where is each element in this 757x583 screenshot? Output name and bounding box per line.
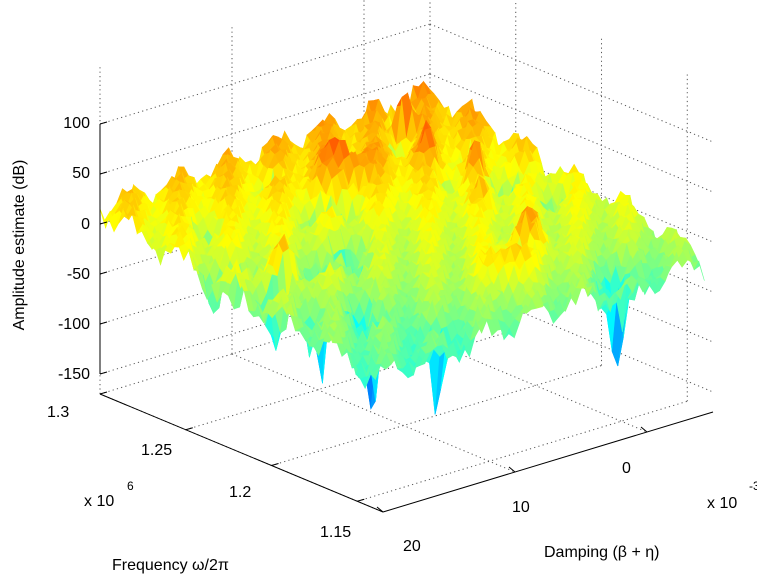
- z-tick-mark: [100, 322, 107, 324]
- surface-patch: [569, 164, 579, 173]
- z-tick-mark: [100, 272, 107, 274]
- y-exponent-label: x 10: [84, 493, 114, 510]
- z-tick-label: 50: [72, 165, 90, 182]
- z-tick-mark: [100, 122, 107, 124]
- damping-tick-mark: [509, 467, 515, 472]
- x-exponent-power: -3: [749, 479, 757, 493]
- x-tick-label: 10: [512, 499, 530, 516]
- z-tick-mark: [100, 172, 107, 174]
- z-tick-label: 100: [63, 115, 90, 132]
- z-tick-label: -50: [67, 266, 90, 283]
- z-tick-label: 0: [81, 216, 90, 233]
- z-axis-label: Amplitude estimate (dB): [11, 160, 28, 331]
- frequency-tick-mark: [186, 428, 193, 430]
- x-exponent-label: x 10: [707, 495, 737, 512]
- y-tick-label: 1.15: [320, 524, 351, 541]
- y-tick-label: 1.25: [141, 442, 172, 459]
- y-exponent-power: 6: [127, 479, 134, 493]
- gridline: [357, 401, 687, 501]
- damping-axis-line: [383, 412, 713, 512]
- chart-surface: [100, 82, 704, 415]
- y-axis-label: Frequency ω/2π: [112, 557, 229, 574]
- x-tick-label: 20: [403, 538, 421, 555]
- z-tick-mark: [100, 372, 107, 374]
- frequency-tick-mark: [272, 464, 279, 466]
- damping-tick-mark: [641, 427, 647, 432]
- frequency-tick-mark: [100, 392, 107, 394]
- y-tick-label: 1.3: [47, 404, 69, 421]
- frequency-tick-mark: [357, 499, 364, 501]
- z-tick-label: -100: [58, 316, 90, 333]
- x-axis-label: Damping (β + η): [544, 544, 659, 561]
- x-tick-label: 0: [622, 460, 631, 477]
- z-tick-label: -150: [58, 366, 90, 383]
- y-tick-label: 1.2: [229, 484, 251, 501]
